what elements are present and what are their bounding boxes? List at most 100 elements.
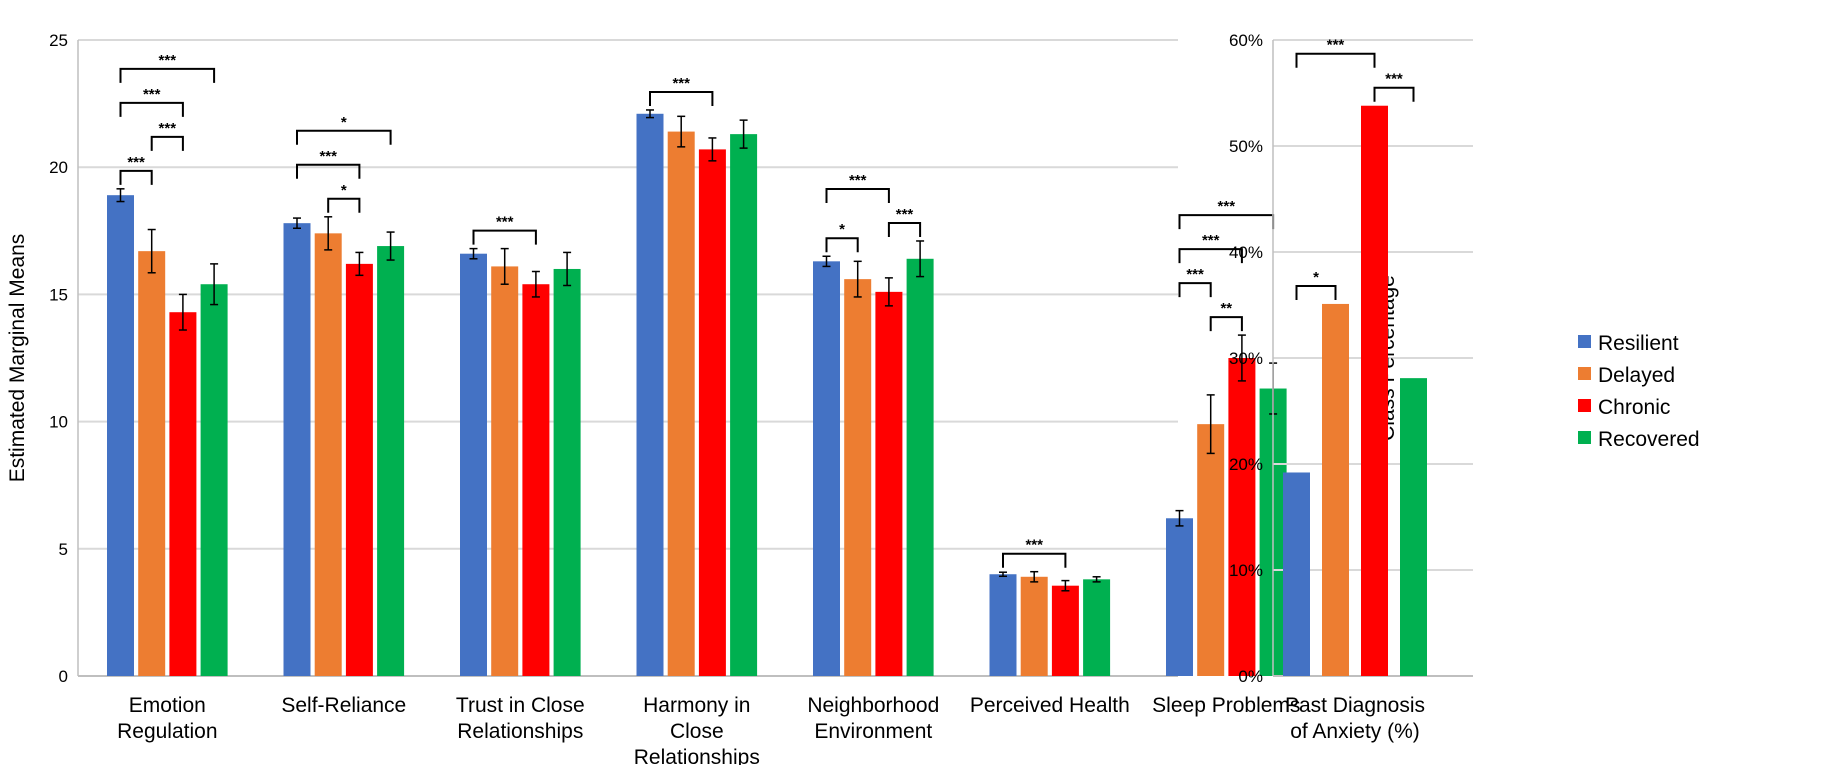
- legend-label-chronic: Chronic: [1598, 396, 1670, 419]
- significance-label: ***: [319, 148, 337, 165]
- category-label-line: Environment: [814, 720, 932, 743]
- significance-label: ***: [127, 154, 145, 171]
- category-label-line: Neighborhood: [807, 694, 939, 717]
- significance-bracket: [1295, 52, 1376, 68]
- y-tick-label: 10%: [1229, 561, 1263, 580]
- significance-label: ***: [672, 75, 690, 92]
- category-label-line: Regulation: [117, 720, 217, 743]
- category-label-line: Relationships: [634, 746, 760, 765]
- significance-bracket: [825, 187, 890, 203]
- y-tick-label: 30%: [1229, 349, 1263, 368]
- bar-delayed: [667, 131, 695, 677]
- y-tick-label: 20%: [1229, 455, 1263, 474]
- significance-bracket: [472, 229, 537, 245]
- significance-bracket: [150, 135, 184, 151]
- significance-label: ***: [1025, 537, 1043, 554]
- significance-bracket: [649, 90, 714, 106]
- legend-swatch-recovered: [1578, 431, 1591, 444]
- legend-label-resilient: Resilient: [1598, 332, 1679, 355]
- bar-chronic: [169, 312, 197, 676]
- significance-bracket: [1178, 248, 1243, 264]
- bar-chronic: [875, 291, 903, 676]
- bar-delayed: [1020, 576, 1048, 676]
- category-label-line: Harmony in: [643, 694, 750, 717]
- significance-label: ***: [159, 120, 177, 137]
- category-label-line: of Anxiety (%): [1290, 720, 1420, 743]
- category-label: Harmony in Close Relationships: [634, 694, 760, 765]
- significance-bracket: [825, 237, 859, 253]
- y-tick-label: 60%: [1229, 31, 1263, 50]
- bar-resilient: [460, 253, 487, 677]
- category-label: Trust in Close Relationships: [456, 694, 585, 743]
- significance-label: ***: [1202, 232, 1220, 249]
- significance-label: ***: [1218, 198, 1236, 215]
- bar-delayed: [1322, 303, 1349, 676]
- bar-delayed: [491, 266, 519, 676]
- significance-bracket: [327, 197, 361, 213]
- bar-chronic: [698, 149, 726, 677]
- bar-recovered: [1400, 378, 1427, 676]
- bar-recovered: [1083, 579, 1111, 676]
- y-tick-label: 50%: [1229, 137, 1263, 156]
- category-label: Perceived Health: [970, 694, 1130, 717]
- significance-bracket: [1002, 552, 1067, 568]
- significance-label: ***: [1327, 37, 1345, 54]
- bar-resilient: [813, 261, 840, 676]
- bar-delayed: [1197, 424, 1225, 676]
- significance-bracket: [296, 129, 392, 145]
- category-label-line: Close: [670, 720, 724, 743]
- bar-recovered: [377, 246, 405, 676]
- significance-bracket: [119, 101, 184, 117]
- bar-delayed: [844, 279, 872, 676]
- significance-label: *: [1313, 269, 1319, 286]
- significance-bracket: [119, 67, 216, 83]
- significance-bracket: [296, 163, 361, 179]
- bar-recovered: [906, 258, 934, 676]
- significance-label: *: [839, 221, 845, 238]
- category-label: Self-Reliance: [281, 694, 406, 717]
- significance-label: ***: [143, 86, 161, 103]
- legend-swatch-delayed: [1578, 367, 1591, 380]
- bar-chronic: [1051, 585, 1079, 676]
- category-label: Past Diagnosis of Anxiety (%): [1285, 694, 1425, 743]
- legend-swatch-chronic: [1578, 399, 1591, 412]
- bar-resilient: [1283, 472, 1310, 676]
- y-tick-label: 0: [59, 667, 68, 686]
- bar-resilient: [107, 195, 134, 676]
- bar-resilient: [1166, 518, 1193, 676]
- bar-recovered: [200, 284, 228, 676]
- y-tick-label: 0%: [1238, 667, 1263, 686]
- bar-chronic: [522, 284, 550, 676]
- y-tick-label: 25: [49, 31, 68, 50]
- significance-label: ***: [896, 206, 914, 223]
- significance-label: ***: [159, 52, 177, 69]
- significance-bracket: [119, 169, 153, 185]
- bar-resilient: [636, 113, 664, 676]
- legend-swatch-resilient: [1578, 335, 1591, 348]
- bar-delayed: [138, 251, 166, 677]
- y-axis-title: Estimated Marginal Means: [6, 234, 29, 483]
- y-tick-label: 15: [49, 285, 68, 304]
- significance-bracket: [887, 221, 922, 237]
- category-label-line: Relationships: [457, 720, 583, 743]
- bar-delayed: [314, 233, 342, 676]
- bar-chronic: [1361, 105, 1388, 677]
- bar-recovered: [730, 134, 758, 677]
- bar-resilient: [989, 574, 1017, 676]
- legend-label-delayed: Delayed: [1598, 364, 1675, 387]
- category-label-line: Perceived Health: [970, 694, 1130, 717]
- legend-label-recovered: Recovered: [1598, 428, 1700, 451]
- category-label-line: Emotion: [129, 694, 206, 717]
- significance-label: **: [1220, 300, 1232, 317]
- significance-bracket: [1209, 316, 1243, 332]
- category-label: Sleep Problems: [1152, 694, 1300, 717]
- significance-label: *: [341, 114, 347, 131]
- significance-label: ***: [1385, 71, 1403, 88]
- bar-chronic: [1228, 358, 1256, 676]
- significance-label: ***: [1186, 266, 1204, 283]
- category-label: Neighborhood Environment: [807, 694, 939, 743]
- bar-recovered: [553, 268, 581, 676]
- category-label-line: Self-Reliance: [281, 694, 406, 717]
